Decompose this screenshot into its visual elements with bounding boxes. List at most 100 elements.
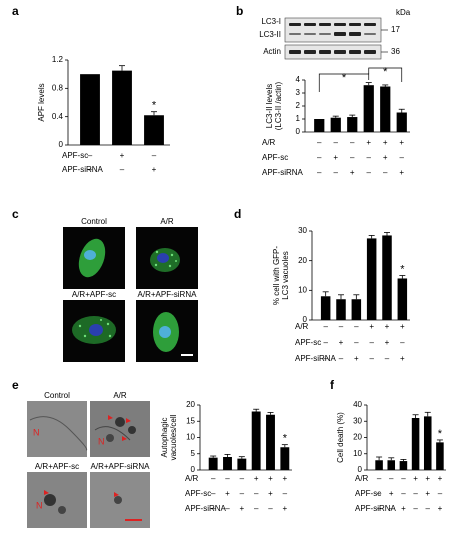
condition-mark: –	[317, 168, 322, 177]
image-label: A/R	[160, 217, 174, 226]
bar	[366, 238, 377, 320]
condition-mark: +	[225, 489, 230, 498]
condition-mark: –	[152, 151, 157, 160]
bar	[399, 461, 408, 470]
condition-mark: –	[389, 474, 394, 483]
condition-name: APF-siRNA	[262, 168, 304, 177]
y-tick-label: 5	[191, 449, 196, 458]
bar	[436, 442, 444, 470]
significance: *	[438, 428, 443, 440]
y-tick-label: 3	[296, 88, 301, 97]
panel-letter: a	[12, 4, 19, 18]
condition-name: A/R	[185, 474, 199, 483]
condition-mark: +	[383, 153, 388, 162]
y-tick-label: 0	[358, 465, 363, 474]
condition-mark: –	[339, 322, 344, 331]
condition-mark: –	[88, 165, 93, 174]
y-tick-label: 30	[298, 226, 307, 235]
y-tick-label: 0	[59, 140, 64, 149]
bar	[336, 299, 346, 320]
western-blot	[284, 17, 388, 60]
y-axis-label: (LC3-II /actin)	[274, 81, 283, 130]
bar	[411, 418, 420, 470]
y-tick-label: 20	[353, 433, 362, 442]
panel-letter: d	[234, 207, 241, 221]
condition-mark: –	[377, 489, 382, 498]
y-axis-label: % cell with GFP-	[272, 246, 281, 305]
mw-marker: 17	[391, 25, 400, 34]
condition-mark: –	[413, 504, 418, 513]
condition-mark: –	[354, 338, 359, 347]
y-axis-label: LC3 vacuoles	[281, 251, 290, 299]
em-images	[27, 401, 150, 528]
condition-mark: +	[385, 322, 390, 331]
condition-mark: –	[339, 354, 344, 363]
condition-name: APF-siRNA	[295, 354, 337, 363]
condition-mark: +	[366, 138, 371, 147]
condition-mark: –	[254, 489, 259, 498]
nucleus-mark: N	[36, 500, 43, 510]
bar	[144, 115, 164, 145]
panel-letter: e	[12, 378, 19, 392]
condition-mark: –	[317, 153, 322, 162]
condition-mark: +	[268, 474, 273, 483]
condition-mark: –	[383, 168, 388, 177]
y-axis-label: Cell death (%)	[336, 412, 345, 463]
y-tick-label: 10	[186, 433, 195, 442]
condition-mark: +	[254, 474, 259, 483]
condition-mark: –	[283, 489, 288, 498]
panel-letter: c	[12, 207, 19, 221]
y-tick-label: 20	[298, 256, 307, 265]
y-tick-label: 0	[303, 315, 308, 324]
condition-mark: +	[354, 354, 359, 363]
condition-mark: +	[383, 138, 388, 147]
condition-mark: –	[401, 489, 406, 498]
y-axis-label: LC3-II levels	[265, 84, 274, 128]
condition-mark: –	[225, 474, 230, 483]
condition-mark: –	[268, 504, 273, 513]
band-label: Actin	[263, 47, 281, 56]
condition-mark: +	[385, 338, 390, 347]
condition-mark: –	[377, 504, 382, 513]
condition-mark: +	[438, 504, 443, 513]
y-axis-label: APF levels	[37, 83, 46, 121]
condition-mark: –	[400, 338, 405, 347]
condition-mark: –	[88, 151, 93, 160]
y-tick-label: 15	[186, 416, 195, 425]
condition-mark: +	[239, 504, 244, 513]
condition-mark: –	[225, 504, 230, 513]
condition-mark: +	[399, 168, 404, 177]
fluorescence-images	[63, 227, 198, 362]
condition-mark: +	[399, 138, 404, 147]
condition-mark: +	[413, 474, 418, 483]
condition-mark: +	[425, 489, 430, 498]
y-tick-label: 0	[296, 127, 301, 136]
bar	[330, 117, 341, 132]
condition-mark: –	[240, 489, 245, 498]
y-tick-label: 0.8	[52, 83, 64, 92]
condition-mark: +	[400, 354, 405, 363]
condition-mark: –	[389, 504, 394, 513]
condition-mark: –	[367, 168, 372, 177]
y-tick-label: 0	[191, 465, 196, 474]
bar	[320, 296, 331, 320]
condition-mark: –	[317, 138, 322, 147]
condition-mark: +	[369, 322, 374, 331]
condition-mark: –	[254, 504, 259, 513]
bar	[397, 278, 408, 320]
comparison-label: *	[383, 66, 388, 78]
y-tick-label: 40	[353, 400, 362, 409]
bar	[387, 460, 396, 470]
condition-mark: –	[426, 504, 431, 513]
condition-name: APF-sc	[295, 338, 321, 347]
band-label: LC3-I	[261, 17, 281, 26]
y-tick-label: 1.2	[52, 55, 64, 64]
image-label: Control	[81, 217, 107, 226]
condition-mark: +	[401, 504, 406, 513]
bar	[363, 85, 374, 132]
bar	[380, 86, 391, 132]
bar	[251, 411, 261, 470]
significance: *	[400, 263, 405, 275]
condition-mark: –	[323, 322, 328, 331]
